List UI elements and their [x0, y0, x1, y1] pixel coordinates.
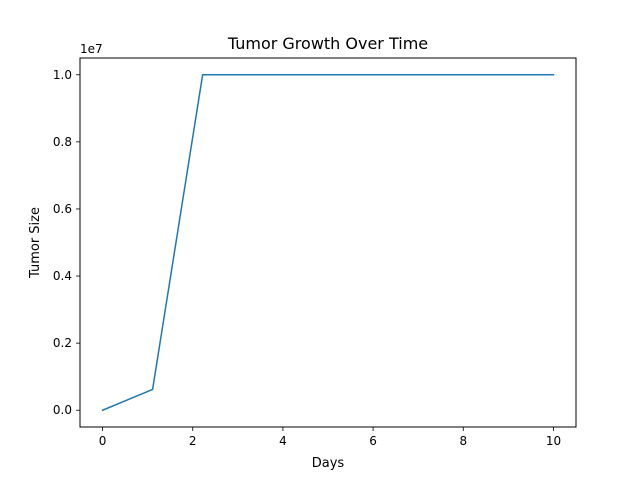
series-line-0: [101, 74, 555, 412]
y-tick-label: 0.0: [53, 403, 72, 417]
chart-title: Tumor Growth Over Time: [227, 34, 428, 53]
x-tick-label: 0: [99, 434, 107, 448]
plot-area: [101, 74, 555, 412]
x-tick-label: 4: [279, 434, 287, 448]
y-axis: 0.0 0.2 0.4 0.6 0.8 1.0: [53, 68, 80, 417]
x-tick-label: 2: [189, 434, 197, 448]
y-axis-offset-label: 1e7: [80, 42, 103, 56]
y-axis-label: Tumor Size: [28, 207, 43, 279]
y-tick-label: 0.8: [53, 135, 72, 149]
y-tick-label: 0.4: [53, 269, 72, 283]
plot-frame: [79, 57, 577, 428]
x-tick-label: 10: [546, 434, 561, 448]
x-axis-label: Days: [312, 456, 345, 471]
y-tick-label: 0.6: [53, 202, 72, 216]
x-axis: 0 2 4 6 8 10: [99, 427, 561, 448]
x-tick-label: 8: [459, 434, 467, 448]
y-tick-label: 0.2: [53, 336, 72, 350]
y-tick-label: 1.0: [53, 68, 72, 82]
x-tick-label: 6: [369, 434, 377, 448]
